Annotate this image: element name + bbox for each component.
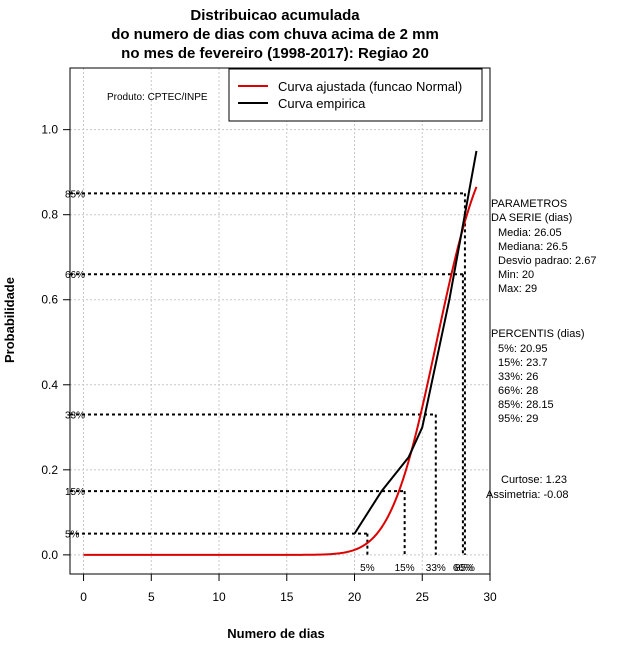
stat-min: Min: 20 — [498, 269, 534, 281]
percentile-guides: 5%5%15%15%33%33%66%66%85%85% — [65, 189, 475, 573]
stat-curtose: Curtose: 1.23 — [501, 474, 567, 486]
stat-media: Media: 26.05 — [498, 227, 562, 239]
chart-title-line-1: Distribuicao acumulada — [190, 7, 360, 24]
percentile-x-label: 15% — [395, 563, 415, 574]
x-tick-label: 15 — [280, 590, 294, 604]
percentile-x-label: 85% — [455, 563, 475, 574]
x-tick-label: 5 — [148, 590, 155, 604]
percentil-95: 95%: 29 — [498, 413, 538, 425]
stat-mediana: Mediana: 26.5 — [498, 241, 568, 253]
percentil-5: 5%: 20.95 — [498, 343, 548, 355]
y-tick-label: 0.2 — [41, 463, 58, 477]
legend-box — [228, 68, 483, 122]
stat-max: Max: 29 — [498, 283, 537, 295]
plot-frame — [69, 67, 491, 575]
stats-panel: PARAMETROS DA SERIE (dias) Media: 26.05 … — [486, 198, 596, 501]
percentil-85: 85%: 28.15 — [498, 399, 554, 411]
percentis-title: PERCENTIS (dias) — [491, 328, 585, 340]
percentil-33: 33%: 26 — [498, 371, 538, 383]
x-tick-label: 20 — [348, 590, 362, 604]
x-tick-label: 10 — [212, 590, 226, 604]
stat-desvio: Desvio padrao: 2.67 — [498, 255, 596, 267]
percentile-y-label: 66% — [65, 270, 85, 281]
percentile-y-label: 5% — [65, 530, 80, 541]
grid-lines — [70, 68, 491, 574]
x-tick-label: 30 — [483, 590, 497, 604]
series-layer — [83, 150, 478, 556]
params-title-1: PARAMETROS — [491, 198, 567, 210]
axes: 0 5 10 15 20 25 30 0.0 0.2 0.4 0.6 0.8 1.0 — [41, 123, 497, 604]
y-tick-label: 0.6 — [41, 293, 58, 307]
x-axis-label: Numero de dias — [227, 626, 325, 641]
y-axis-label: Probabilidade — [2, 277, 17, 363]
percentile-x-label: 66% — [453, 563, 473, 574]
source-note: Produto: CPTEC/INPE — [107, 92, 208, 103]
chart-title-line-2: do numero de dias com chuva acima de 2 m… — [111, 26, 439, 43]
y-tick-label: 1.0 — [41, 123, 58, 137]
fitted-normal-curve — [83, 186, 478, 556]
percentile-y-label: 15% — [65, 487, 85, 498]
chart-title-line-3: no mes de fevereiro (1998-2017): Regiao … — [121, 45, 429, 62]
percentil-15: 15%: 23.7 — [498, 357, 548, 369]
legend-label-empirical: Curva empirica — [278, 96, 366, 111]
x-tick-label: 25 — [416, 590, 430, 604]
percentile-x-label: 5% — [360, 563, 375, 574]
empirical-curve — [353, 150, 478, 535]
y-tick-label: 0.8 — [41, 208, 58, 222]
params-title-2: DA SERIE (dias) — [491, 212, 572, 224]
stat-assimetria: Assimetria: -0.08 — [486, 489, 569, 501]
percentile-y-label: 85% — [65, 189, 85, 200]
legend: Curva ajustada (funcao Normal) Curva emp… — [228, 68, 483, 122]
x-tick-label: 0 — [80, 590, 87, 604]
y-tick-label: 0.0 — [41, 548, 58, 562]
y-tick-label: 0.4 — [41, 378, 58, 392]
percentil-66: 66%: 28 — [498, 385, 538, 397]
percentile-y-label: 33% — [65, 411, 85, 422]
percentile-x-label: 33% — [426, 563, 446, 574]
legend-label-fit: Curva ajustada (funcao Normal) — [278, 79, 462, 94]
